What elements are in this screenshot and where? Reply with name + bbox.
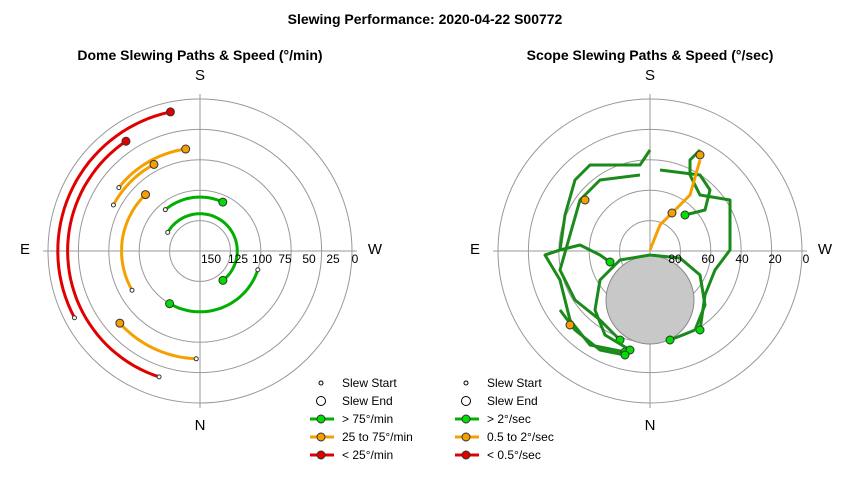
dome-start-7 xyxy=(162,207,168,213)
scope-tick-2: 40 xyxy=(735,252,749,266)
dome-legend-green-marker xyxy=(316,414,326,424)
dome-path-0 xyxy=(56,110,171,319)
dome-start-5 xyxy=(110,202,116,208)
scope-path-6 xyxy=(544,243,611,264)
scope-legend-orange-marker xyxy=(461,432,471,442)
dome-legend-start-marker xyxy=(318,380,324,386)
scope-legend-red-marker xyxy=(461,450,471,460)
dome-legend-orange-marker xyxy=(316,432,326,442)
scope-legend-end: Slew End xyxy=(487,394,538,408)
scope-dir-bottom: N xyxy=(645,417,656,434)
scope-path-7 xyxy=(659,168,712,217)
dome-start-0 xyxy=(71,315,77,321)
dome-path-4 xyxy=(120,193,147,291)
scope-path-1 xyxy=(688,148,732,331)
scope-legend: Slew Start Slew End > 2°/sec 0.5 to 2°/s… xyxy=(455,376,554,462)
dome-grid xyxy=(43,94,357,408)
scope-grid xyxy=(493,94,807,408)
scope-chart: Scope Slewing Paths & Speed (°/sec) S N … xyxy=(455,47,833,462)
dome-end-5 xyxy=(149,159,159,169)
dome-start-6 xyxy=(255,267,261,273)
dome-legend-red-marker xyxy=(316,450,326,460)
dome-legend-red: < 25°/min xyxy=(342,448,393,462)
dome-path-5 xyxy=(112,163,155,206)
dome-path-8 xyxy=(166,212,239,282)
scope-dir-top: S xyxy=(645,67,655,84)
dome-end-0 xyxy=(165,107,175,117)
scope-chart-title: Scope Slewing Paths & Speed (°/sec) xyxy=(527,47,774,63)
scope-legend-start: Slew Start xyxy=(487,376,542,390)
dome-tick-3: 75 xyxy=(278,252,292,266)
scope-tick-3: 20 xyxy=(768,252,782,266)
dome-end-2 xyxy=(115,318,125,328)
scope-end-orange-4 xyxy=(565,320,575,330)
dome-legend-end: Slew End xyxy=(342,394,393,408)
dome-start-4 xyxy=(129,287,135,293)
scope-dir-right: W xyxy=(818,241,833,258)
dome-path-1 xyxy=(66,139,160,379)
scope-end-orange-3 xyxy=(580,195,590,205)
dome-tick-6: 0 xyxy=(352,252,359,266)
scope-end-orange-2 xyxy=(667,208,677,218)
scope-obstruction xyxy=(605,255,695,345)
scope-legend-green: > 2°/sec xyxy=(487,412,531,426)
dome-tick-0: 150 xyxy=(201,252,221,266)
dome-dir-bottom: N xyxy=(195,417,206,434)
dome-end-1 xyxy=(121,136,131,146)
scope-legend-red: < 0.5°/sec xyxy=(487,448,541,462)
dome-start-3 xyxy=(116,185,122,191)
scope-path-5 xyxy=(558,309,626,357)
dome-tick-2: 100 xyxy=(252,252,272,266)
dome-start-2 xyxy=(193,356,199,362)
dome-dir-right: W xyxy=(368,241,383,258)
scope-path-2 xyxy=(558,173,641,342)
dome-chart-title: Dome Slewing Paths & Speed (°/min) xyxy=(77,47,322,63)
dome-chart: Dome Slewing Paths & Speed (°/min) S N E… xyxy=(20,47,413,462)
scope-paths xyxy=(543,148,732,360)
scope-legend-end-marker xyxy=(461,396,471,406)
dome-legend-green: > 75°/min xyxy=(342,412,393,426)
dome-legend: Slew Start Slew End > 75°/min 25 to 75°/… xyxy=(310,376,413,462)
dome-legend-end-marker xyxy=(316,396,326,406)
figure-title: Slewing Performance: 2020-04-22 S00772 xyxy=(288,11,563,27)
dome-tick-4: 50 xyxy=(302,252,316,266)
dome-end-7 xyxy=(218,197,228,207)
scope-end-7 xyxy=(680,210,690,220)
dome-end-3 xyxy=(181,144,191,154)
dome-end-4 xyxy=(141,190,151,200)
dome-end-6 xyxy=(165,299,175,309)
dome-legend-orange: 25 to 75°/min xyxy=(342,430,413,444)
dome-path-7 xyxy=(164,195,224,211)
scope-legend-start-marker xyxy=(463,380,469,386)
scope-end-4 xyxy=(665,335,675,345)
scope-legend-green-marker xyxy=(461,414,471,424)
scope-tick-1: 60 xyxy=(701,252,715,266)
scope-end-5 xyxy=(620,350,630,360)
scope-end-orange-1 xyxy=(695,150,705,160)
scope-legend-orange: 0.5 to 2°/sec xyxy=(487,430,554,444)
dome-tick-1: 125 xyxy=(228,252,248,266)
scope-end-6 xyxy=(605,257,615,267)
dome-dir-top: S xyxy=(195,67,205,84)
dome-dir-left: E xyxy=(20,241,30,258)
dome-path-2 xyxy=(118,322,197,361)
dome-paths xyxy=(56,107,261,380)
dome-tick-5: 25 xyxy=(326,252,340,266)
scope-path-3 xyxy=(593,253,651,352)
dome-start-8 xyxy=(165,229,171,235)
scope-dir-left: E xyxy=(470,241,480,258)
scope-path-4 xyxy=(649,253,707,342)
dome-path-3 xyxy=(117,147,186,189)
dome-path-6 xyxy=(168,269,260,314)
scope-tick-0: 80 xyxy=(668,252,682,266)
dome-legend-start: Slew Start xyxy=(342,376,397,390)
dome-start-1 xyxy=(156,374,162,380)
scope-tick-4: 0 xyxy=(803,252,810,266)
dome-end-8 xyxy=(218,275,228,285)
